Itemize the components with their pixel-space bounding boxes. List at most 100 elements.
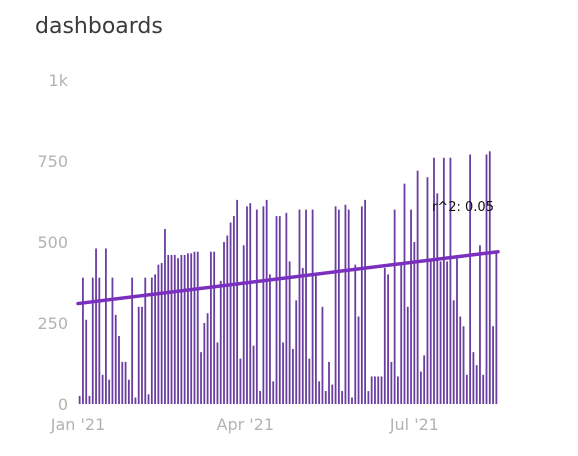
bar	[433, 157, 435, 404]
bar	[108, 379, 111, 404]
bar	[134, 397, 137, 404]
bar	[177, 258, 179, 404]
bar	[314, 274, 317, 404]
x-tick-label: Jul '21	[389, 415, 439, 434]
bar	[403, 183, 406, 404]
bar	[321, 306, 324, 404]
y-axis-ticks: 0 250 500 750 1k	[37, 71, 68, 414]
bar-series	[78, 151, 498, 404]
bar	[141, 306, 143, 404]
bar	[269, 274, 271, 404]
bar	[219, 280, 222, 404]
bar	[154, 274, 157, 404]
bar	[400, 264, 403, 404]
bar	[295, 300, 298, 404]
bar	[311, 209, 314, 404]
bar	[85, 319, 88, 404]
bar	[157, 264, 160, 404]
bar	[150, 277, 153, 404]
bar	[200, 352, 202, 404]
bar	[118, 335, 120, 404]
bar	[285, 212, 288, 404]
bar	[459, 316, 462, 404]
bar	[416, 170, 419, 404]
bar	[170, 254, 173, 404]
bar	[472, 352, 475, 404]
bar	[308, 358, 311, 404]
bar	[223, 242, 225, 404]
bar	[410, 209, 412, 404]
bar	[259, 391, 262, 404]
bar	[452, 300, 455, 404]
bar	[242, 245, 245, 404]
trend-line	[76, 249, 500, 306]
bar	[249, 203, 252, 404]
bar	[423, 355, 426, 404]
bar	[131, 277, 134, 404]
bar	[180, 254, 183, 404]
bar	[288, 261, 291, 404]
bar	[370, 376, 373, 404]
bar	[196, 251, 199, 404]
bar	[380, 376, 383, 404]
y-tick-label: 750	[37, 152, 68, 171]
bar	[456, 254, 458, 404]
bar	[393, 209, 396, 404]
y-tick-label: 500	[37, 233, 68, 252]
bar	[160, 263, 163, 404]
bar	[114, 314, 117, 404]
bar	[91, 277, 94, 404]
bar	[298, 209, 301, 404]
bar	[429, 261, 432, 404]
bar	[351, 397, 353, 404]
bar	[387, 274, 389, 404]
bar	[104, 248, 107, 404]
bar	[495, 251, 498, 404]
bar	[252, 345, 255, 404]
bar	[272, 381, 275, 404]
bar	[390, 361, 393, 404]
bar	[190, 253, 193, 404]
bar	[419, 371, 422, 404]
bar	[239, 358, 242, 404]
bar	[337, 209, 340, 404]
bar	[144, 277, 147, 404]
x-tick-label: Jan '21	[50, 415, 106, 434]
bar	[360, 206, 363, 404]
bar	[318, 381, 321, 404]
bar	[187, 253, 189, 404]
bar	[406, 306, 409, 404]
bar	[275, 216, 278, 404]
bar	[383, 267, 386, 404]
bar	[334, 206, 337, 404]
bar	[331, 384, 334, 404]
bar	[111, 277, 114, 404]
bar	[236, 199, 239, 404]
bar	[246, 206, 248, 404]
bar	[78, 395, 81, 404]
bar	[347, 209, 350, 404]
bar	[127, 379, 130, 404]
bar	[413, 242, 416, 404]
bar	[475, 365, 478, 404]
bar	[147, 394, 150, 404]
bar	[124, 361, 127, 404]
bar	[439, 261, 442, 404]
y-tick-label: 1k	[49, 71, 69, 90]
bar	[436, 193, 439, 404]
bar	[488, 151, 491, 404]
bar	[469, 154, 472, 404]
bar	[232, 216, 235, 404]
bar	[479, 245, 481, 404]
bar	[173, 254, 176, 404]
bar	[121, 361, 124, 404]
bar	[209, 251, 212, 404]
x-tick-label: Apr '21	[217, 415, 275, 434]
bar	[426, 177, 429, 404]
bar	[98, 277, 101, 404]
bar	[229, 222, 232, 404]
bar	[357, 316, 360, 404]
y-tick-label: 0	[58, 395, 68, 414]
bar	[344, 204, 347, 404]
